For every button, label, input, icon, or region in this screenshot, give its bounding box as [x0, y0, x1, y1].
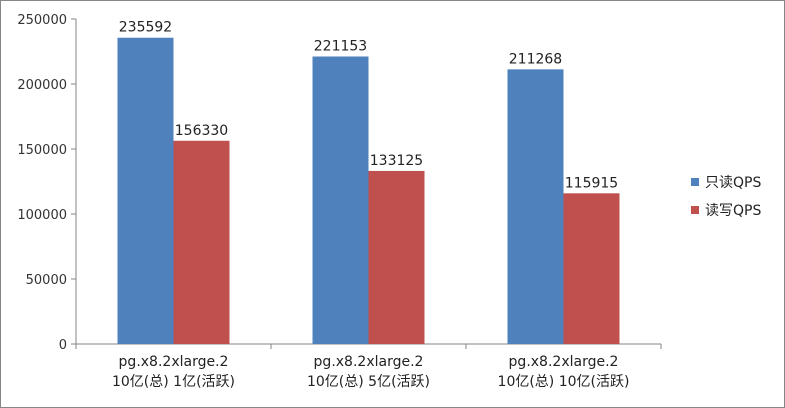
data-label: 211268 — [509, 51, 562, 67]
data-label: 235592 — [119, 20, 172, 36]
data-labels: 235592 156330 221153 133125 211268 115915 — [119, 20, 618, 192]
x-category-label: pg.x8.2xlarge.2 — [119, 354, 229, 370]
y-tick-label: 250000 — [17, 13, 67, 28]
data-label: 133125 — [370, 153, 423, 169]
x-category-label: pg.x8.2xlarge.2 — [509, 354, 619, 370]
x-category-label: pg.x8.2xlarge.2 — [314, 354, 424, 370]
legend-swatch — [691, 178, 699, 186]
y-tick-label: 50000 — [26, 273, 67, 288]
data-label: 115915 — [565, 175, 618, 191]
x-category-label: 10亿(总) 1亿(活跃) — [112, 374, 235, 390]
bars — [117, 37, 620, 345]
axes: 0 50000 100000 150000 200000 250000 pg.x8.2xla… — [17, 13, 662, 390]
y-tick-label: 0 — [59, 338, 67, 353]
bar-readwrite-2 — [368, 170, 425, 344]
legend-swatch — [691, 206, 699, 214]
bar-readwrite-1 — [173, 140, 230, 344]
bar-readonly-1 — [117, 37, 174, 344]
data-label: 221153 — [314, 39, 367, 55]
legend: 只读QPS 读写QPS — [691, 174, 761, 219]
bar-readonly-2 — [312, 56, 369, 344]
x-category-label: 10亿(总) 5亿(活跃) — [307, 374, 430, 390]
data-label: 156330 — [175, 123, 228, 139]
bar-readonly-3 — [507, 69, 564, 345]
legend-label: 读写QPS — [705, 202, 761, 219]
y-tick-label: 150000 — [17, 143, 67, 158]
y-tick-label: 100000 — [17, 208, 67, 223]
legend-label: 只读QPS — [705, 174, 761, 191]
x-category-label: 10亿(总) 10亿(活跃) — [498, 374, 630, 390]
bar-readwrite-3 — [563, 193, 620, 344]
y-tick-label: 200000 — [17, 78, 67, 93]
